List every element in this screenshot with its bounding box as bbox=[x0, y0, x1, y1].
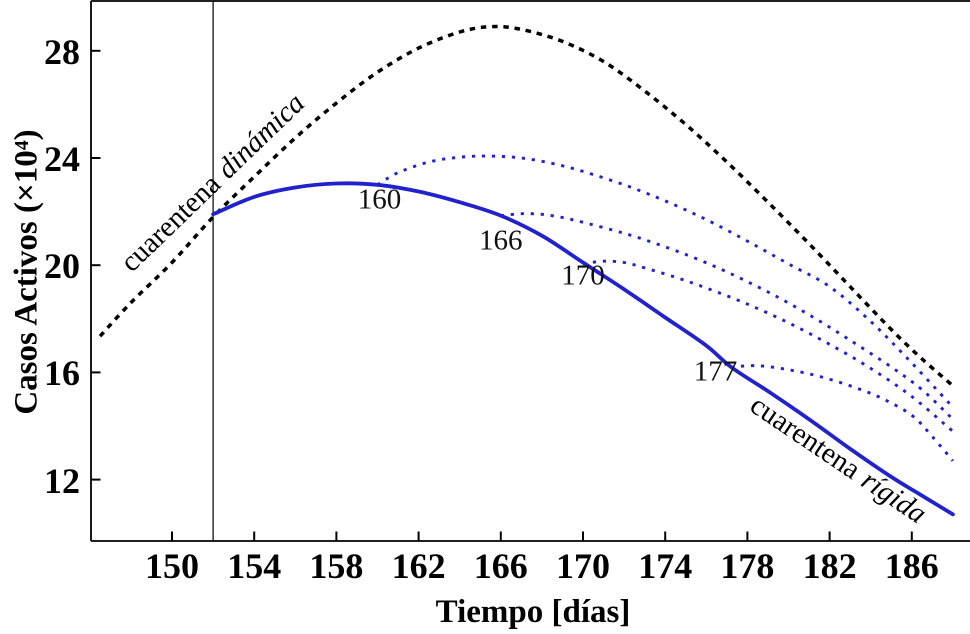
branch-day-label-177: 177 bbox=[693, 355, 738, 388]
y-tick-label: 12 bbox=[44, 460, 80, 501]
curve-liberacion-dia-166 bbox=[500, 212, 954, 421]
x-axis-title: Tiempo [días] bbox=[435, 594, 631, 630]
axis-ticks bbox=[91, 49, 913, 541]
x-tick-label: 150 bbox=[145, 546, 199, 586]
x-tick-label: 186 bbox=[884, 546, 939, 586]
x-tick-label: 178 bbox=[720, 546, 775, 586]
x-tick-label: 158 bbox=[309, 546, 364, 586]
x-tick-label: 182 bbox=[802, 546, 857, 586]
curve-cuarentena-dinamica bbox=[98, 24, 955, 388]
y-tick-label: 28 bbox=[44, 31, 80, 72]
curve-liberacion-dia-160 bbox=[376, 154, 954, 409]
curve-cuarentena-rigida bbox=[211, 181, 955, 517]
x-tick-label: 162 bbox=[391, 546, 446, 586]
y-tick-label: 24 bbox=[44, 139, 80, 179]
x-tick-label: 174 bbox=[638, 546, 693, 586]
y-tick-label: 16 bbox=[44, 353, 80, 394]
curve-liberacion-dia-177 bbox=[730, 364, 955, 462]
x-tick-label: 154 bbox=[227, 546, 282, 586]
branch-day-label-170: 170 bbox=[561, 259, 605, 292]
x-tick-label: 170 bbox=[556, 546, 610, 586]
curves-group bbox=[98, 24, 955, 517]
plot-frame bbox=[90, 0, 970, 542]
branch-day-label-166: 166 bbox=[479, 224, 523, 257]
branch-day-label-160: 160 bbox=[357, 183, 402, 216]
y-tick-label: 20 bbox=[44, 246, 80, 287]
x-tick-label: 166 bbox=[473, 546, 528, 586]
